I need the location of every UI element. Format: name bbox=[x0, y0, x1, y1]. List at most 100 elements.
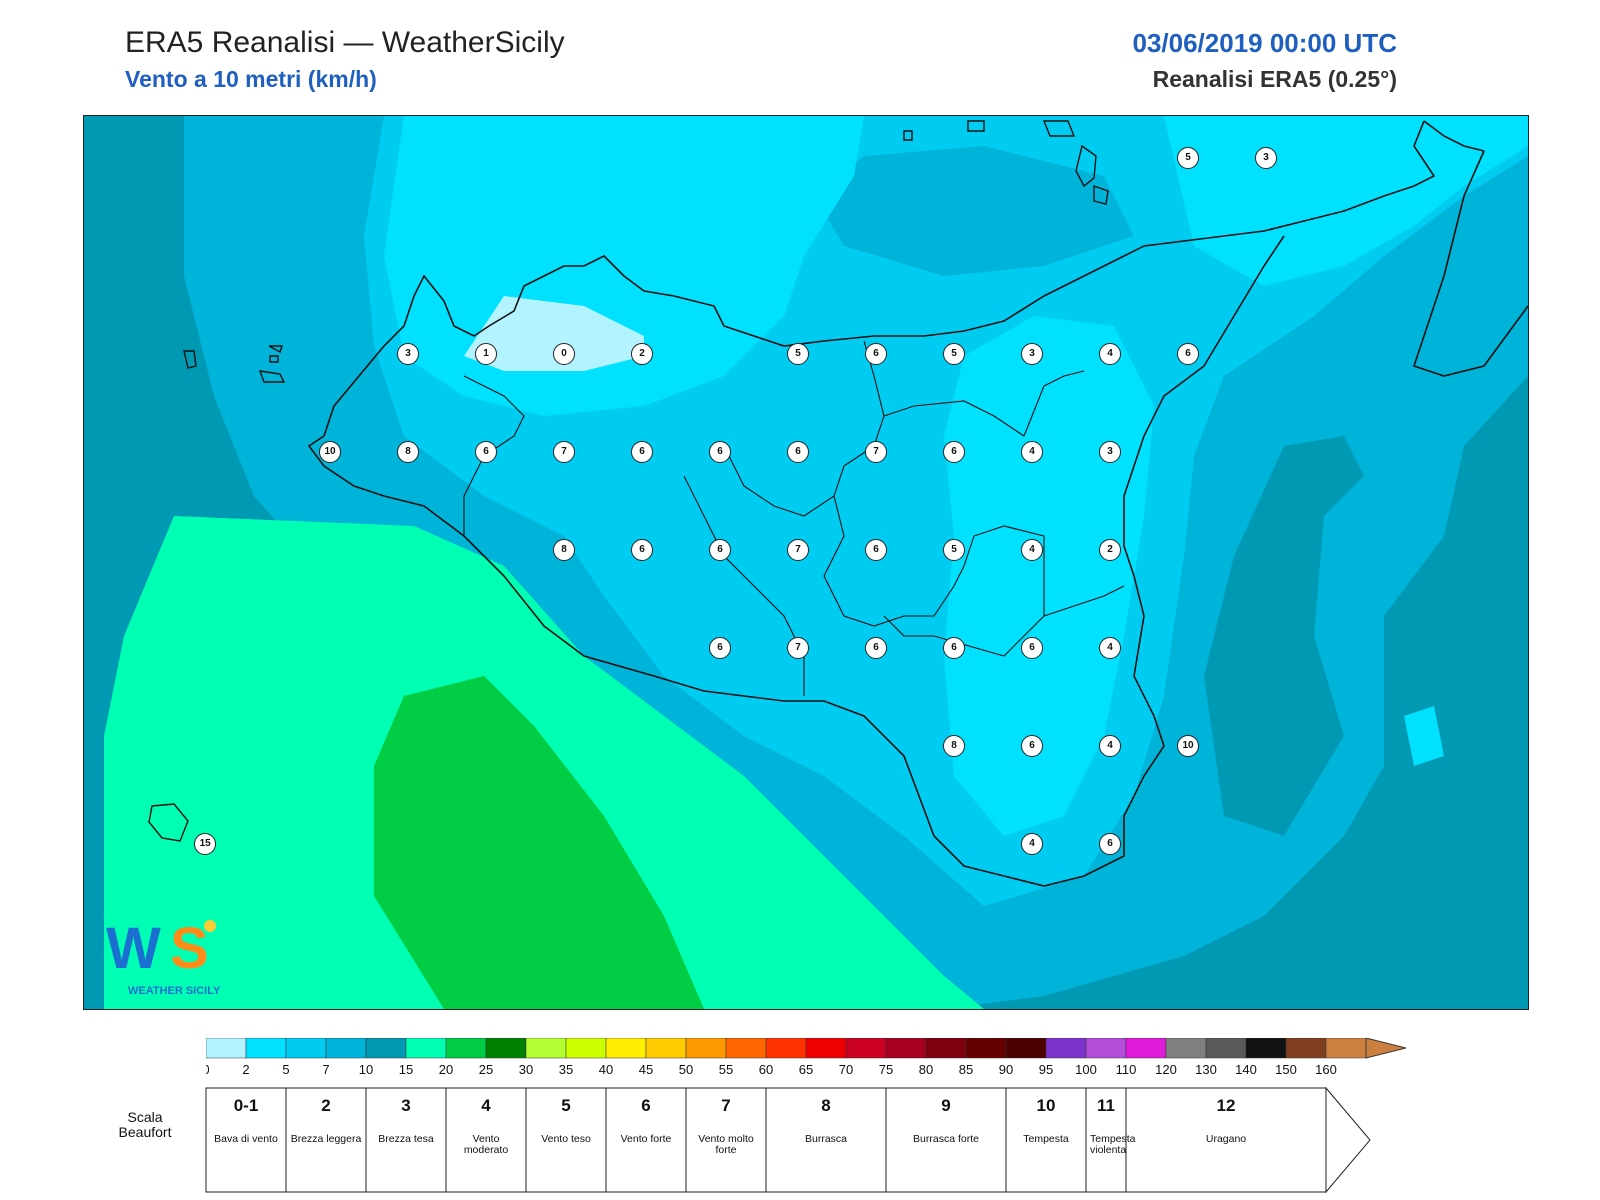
station-value: 8 bbox=[397, 441, 419, 463]
beaufort-name: Tempesta violenta bbox=[1090, 1133, 1136, 1156]
colorbar-tick: 50 bbox=[679, 1062, 693, 1077]
colorbar-tick: 80 bbox=[919, 1062, 933, 1077]
station-value: 8 bbox=[943, 735, 965, 757]
station-value: 5 bbox=[943, 539, 965, 561]
beaufort-number: 4 bbox=[481, 1096, 491, 1115]
beaufort-number: 0-1 bbox=[233, 1096, 259, 1115]
beaufort-box bbox=[525, 1087, 607, 1193]
station-value: 7 bbox=[553, 441, 575, 463]
station-value: 3 bbox=[1021, 343, 1043, 365]
beaufort-number: 12 bbox=[1216, 1096, 1236, 1115]
colorbar-cell bbox=[445, 1038, 487, 1059]
wind-colorbar: 0257101520253035404550556065707580859095… bbox=[206, 1038, 1406, 1077]
beaufort-boxes bbox=[205, 1086, 1371, 1194]
colorbar-tick: 95 bbox=[1039, 1062, 1053, 1077]
beaufort-box bbox=[445, 1087, 527, 1193]
station-value: 6 bbox=[631, 539, 653, 561]
station-value: 8 bbox=[553, 539, 575, 561]
colorbar-tick: 2 bbox=[242, 1062, 249, 1077]
station-value: 6 bbox=[943, 441, 965, 463]
station-value: 6 bbox=[475, 441, 497, 463]
beaufort-number: 2 bbox=[321, 1096, 331, 1115]
beaufort-box bbox=[605, 1087, 687, 1193]
beaufort-name: Tempesta bbox=[1023, 1133, 1069, 1145]
beaufort-number: 9 bbox=[941, 1096, 951, 1115]
station-value: 6 bbox=[709, 441, 731, 463]
colorbar-tick: 15 bbox=[399, 1062, 413, 1077]
colorbar-tick: 140 bbox=[1235, 1062, 1257, 1077]
contour-2-5-se bbox=[1404, 706, 1444, 766]
beaufort-box bbox=[285, 1087, 367, 1193]
beaufort-name: Burrasca forte bbox=[913, 1133, 979, 1145]
station-value: 6 bbox=[787, 441, 809, 463]
colorbar-cell bbox=[1125, 1038, 1167, 1059]
colorbar-tick: 75 bbox=[879, 1062, 893, 1077]
station-value: 6 bbox=[1021, 637, 1043, 659]
colorbar-cell bbox=[1005, 1038, 1047, 1059]
colorbar-tick: 120 bbox=[1155, 1062, 1177, 1077]
station-value: 6 bbox=[709, 637, 731, 659]
beaufort-name: Bava di vento bbox=[214, 1133, 278, 1145]
colorbar-cell bbox=[965, 1038, 1007, 1059]
beaufort-name: Vento molto forte bbox=[698, 1133, 754, 1156]
logo-mark-s: S bbox=[170, 916, 209, 981]
colorbar-tick: 110 bbox=[1116, 1062, 1137, 1077]
colorbar-cell bbox=[1045, 1038, 1087, 1059]
colorbar-tick: 60 bbox=[759, 1062, 773, 1077]
beaufort-name: Vento forte bbox=[620, 1133, 672, 1145]
coastline-calabria bbox=[307, 235, 1285, 887]
colorbar-tick: 85 bbox=[959, 1062, 973, 1077]
station-value: 6 bbox=[631, 441, 653, 463]
colorbar-cell bbox=[565, 1038, 607, 1059]
colorbar-cell bbox=[525, 1038, 567, 1059]
beaufort-name: Brezza leggera bbox=[290, 1133, 362, 1145]
station-value: 6 bbox=[1177, 343, 1199, 365]
colorbar-cell bbox=[405, 1038, 447, 1059]
beaufort-number: 5 bbox=[561, 1096, 571, 1115]
island-ustica bbox=[269, 355, 279, 363]
station-value: 4 bbox=[1099, 637, 1121, 659]
station-value: 6 bbox=[865, 343, 887, 365]
station-value: 0 bbox=[553, 343, 575, 365]
station-value: 6 bbox=[865, 539, 887, 561]
island-egadi bbox=[183, 345, 286, 383]
wind-map: 3 1 0 2 5 6 5 3 4 6 10 8 6 7 6 6 6 7 6 4 3 8 6 6 7 6 5 4 2 6 7 6 6 6 4 8 6 4 1… bbox=[83, 115, 1529, 1010]
beaufort-number: 10 bbox=[1036, 1096, 1056, 1115]
station-value: 7 bbox=[865, 441, 887, 463]
contour-20-25 bbox=[374, 676, 704, 1009]
beaufort-name: Vento moderato bbox=[463, 1133, 509, 1156]
colorbar-cell bbox=[1325, 1038, 1367, 1059]
logo-text: WEATHER SICILY bbox=[128, 985, 221, 997]
colorbar-cell bbox=[1085, 1038, 1127, 1059]
beaufort-box bbox=[685, 1087, 767, 1193]
colorbar-cell bbox=[685, 1038, 727, 1059]
data-source: Reanalisi ERA5 (0.25°) bbox=[1152, 66, 1397, 92]
contour-pocket-east bbox=[1204, 436, 1364, 836]
beaufort-number: 8 bbox=[821, 1096, 831, 1115]
beaufort-scale: Scala Beaufort 0-1 Bava di vento 2 Brezza l… bbox=[100, 1086, 1460, 1198]
station-value: 7 bbox=[787, 637, 809, 659]
colorbar-tick: 35 bbox=[559, 1062, 573, 1077]
colorbar-cell bbox=[1165, 1038, 1207, 1059]
weathersicily-logo: W S WEATHER SICILY bbox=[106, 916, 221, 997]
colorbar-cell bbox=[1245, 1038, 1287, 1059]
colorbar-cell bbox=[925, 1038, 967, 1059]
colorbar-cell bbox=[1285, 1038, 1327, 1059]
station-value: 4 bbox=[1021, 539, 1043, 561]
colorbar-extend-arrow bbox=[1365, 1038, 1406, 1059]
colorbar-tick: 45 bbox=[639, 1062, 653, 1077]
station-value: 3 bbox=[1099, 441, 1121, 463]
map-subtitle: Vento a 10 metri (km/h) bbox=[125, 66, 377, 92]
station-value: 15 bbox=[194, 833, 217, 855]
colorbar-tick: 0 bbox=[206, 1062, 210, 1077]
beaufort-number: 7 bbox=[721, 1096, 731, 1115]
colorbar-tick: 65 bbox=[799, 1062, 813, 1077]
station-value: 2 bbox=[631, 343, 653, 365]
station-value: 1 bbox=[475, 343, 497, 365]
beaufort-name: Burrasca bbox=[804, 1133, 847, 1145]
station-value: 2 bbox=[1099, 539, 1121, 561]
station-value: 10 bbox=[319, 441, 341, 463]
contour-pocket-north bbox=[814, 146, 1134, 276]
station-value: 6 bbox=[1099, 833, 1121, 855]
colorbar-tick: 25 bbox=[479, 1062, 493, 1077]
